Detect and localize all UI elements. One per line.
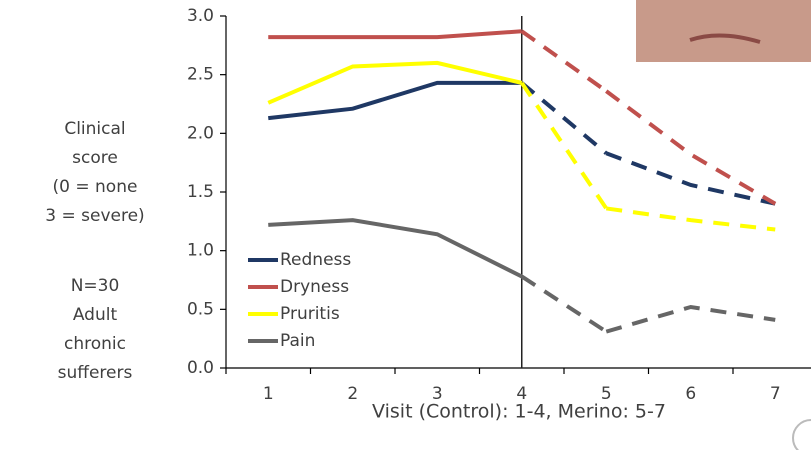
- legend-label: Redness: [280, 250, 351, 270]
- y-axis-label: Clinical: [64, 119, 125, 139]
- series-line: [605, 304, 776, 334]
- y-tick-label: 1.5: [187, 182, 214, 202]
- note: chronic: [64, 334, 126, 354]
- series-line: [267, 60, 523, 105]
- y-tick-label: 2.0: [187, 123, 214, 143]
- note: sufferers: [58, 363, 133, 383]
- series-line-connector: [520, 81, 608, 155]
- y-tick-label: 0.5: [187, 299, 214, 319]
- series-line: [268, 218, 523, 279]
- logo: [792, 419, 811, 450]
- series-line: [268, 29, 522, 40]
- y-tick-label: 3.0: [187, 6, 214, 26]
- y-tick-label: 2.5: [187, 65, 214, 85]
- legend-label: Pruritis: [280, 304, 340, 324]
- y-tick-label: 0.0: [187, 358, 214, 378]
- series-line-connector: [520, 81, 608, 210]
- series-line: [605, 89, 777, 206]
- series-line: [268, 80, 522, 121]
- series-line-connector: [520, 274, 608, 334]
- legend-label: Dryness: [280, 277, 349, 297]
- series-line: [605, 206, 776, 232]
- x-tick-label: 3: [432, 384, 443, 404]
- x-axis-label: Visit (Control): 1-4, Merino: 5-7: [372, 401, 666, 423]
- series-line-connector: [520, 29, 608, 93]
- x-tick-label: 7: [770, 384, 781, 404]
- series-line: [605, 151, 776, 206]
- x-tick-label: 1: [263, 384, 274, 404]
- x-tick-label: 6: [685, 384, 696, 404]
- x-tick-label: 5: [601, 384, 612, 404]
- y-axis-label: 3 = severe): [45, 206, 144, 226]
- y-axis-label: score: [72, 148, 118, 168]
- photo: [636, 0, 811, 62]
- photo-detail: [689, 33, 761, 44]
- legend-label: Pain: [280, 331, 315, 351]
- note: Adult: [73, 305, 118, 325]
- x-tick-label: 2: [347, 384, 358, 404]
- x-tick-label: 4: [516, 384, 527, 404]
- note: N=30: [71, 276, 120, 296]
- y-tick-label: 1.0: [187, 241, 214, 261]
- y-axis-label: (0 = none: [53, 177, 138, 197]
